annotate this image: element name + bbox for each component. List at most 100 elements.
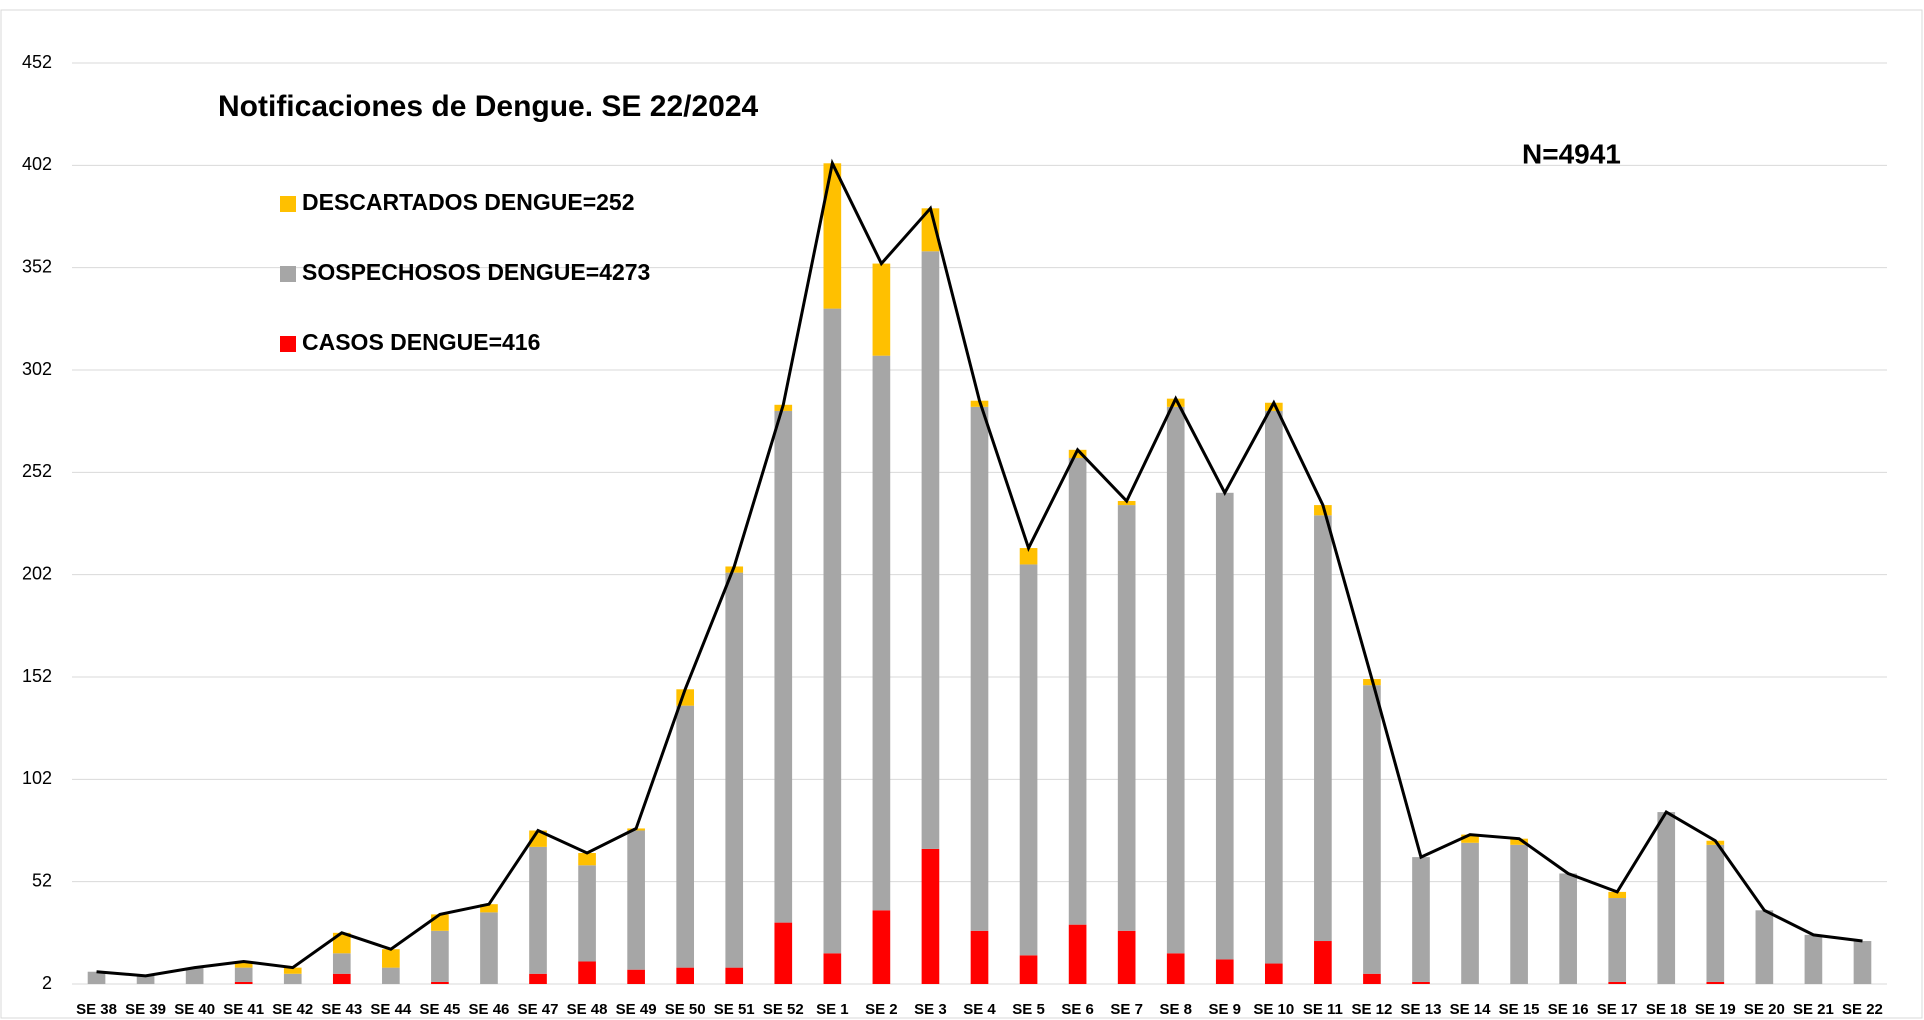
bar-segment — [1264, 402, 1283, 411]
bar-segment — [1363, 685, 1381, 974]
x-tick-label: SE 49 — [616, 1001, 657, 1018]
x-tick-label: SE 48 — [567, 1001, 608, 1018]
bar-segment — [1264, 963, 1283, 984]
x-tick-label: SE 38 — [76, 1001, 117, 1018]
x-tick-label: SE 3 — [914, 1001, 947, 1018]
bar-segment — [234, 967, 253, 982]
bar-segment — [1657, 812, 1676, 984]
x-tick-label: SE 44 — [370, 1001, 412, 1018]
x-tick-label: SE 43 — [321, 1001, 362, 1018]
x-tick-label: SE 40 — [174, 1001, 215, 1018]
legend-swatch — [280, 266, 296, 282]
bar-segment — [872, 355, 891, 911]
bar-segment — [431, 981, 449, 984]
x-tick-label: SE 2 — [865, 1001, 898, 1018]
total-line — [96, 158, 1863, 978]
bar-segment — [1510, 844, 1528, 984]
bar-segment — [283, 973, 302, 984]
bar-segment — [1461, 834, 1479, 843]
bar-segment — [332, 932, 351, 954]
bar-segment — [1264, 410, 1283, 964]
bar-segment — [578, 853, 596, 866]
bar-segment — [1166, 406, 1185, 954]
x-tick-label: SE 46 — [469, 1001, 510, 1018]
legend-label: DESCARTADOS DENGUE=252 — [302, 189, 635, 215]
bar-segment — [1559, 873, 1577, 984]
x-tick-label: SE 47 — [518, 1001, 559, 1018]
bar-segment — [1166, 953, 1185, 984]
x-tick-label: SE 22 — [1842, 1001, 1883, 1018]
bar-segment — [970, 406, 989, 931]
y-tick-label: 352 — [22, 256, 52, 276]
x-tick-label: SE 16 — [1548, 1001, 1589, 1018]
x-tick-label: SE 15 — [1499, 1001, 1540, 1018]
bar-segment — [676, 967, 695, 984]
x-tick-label: SE 20 — [1744, 1001, 1785, 1018]
x-tick-label: SE 10 — [1253, 1001, 1294, 1018]
bar-segment — [774, 922, 793, 984]
bar-segment — [1019, 564, 1038, 956]
x-tick-label: SE 13 — [1401, 1001, 1442, 1018]
x-tick-label: SE 18 — [1646, 1001, 1687, 1018]
bar-segment — [1068, 449, 1087, 459]
y-tick-label: 452 — [22, 52, 52, 72]
annotation: N=4941 — [1522, 138, 1621, 169]
bar-segment — [1068, 924, 1087, 984]
bar-segment — [578, 865, 596, 962]
bar-segment — [1608, 898, 1627, 982]
x-tick-label: SE 50 — [665, 1001, 706, 1018]
bar-segment — [1412, 857, 1430, 982]
bar-segment — [1314, 515, 1332, 942]
bar-segment — [1804, 934, 1823, 984]
x-tick-label: SE 52 — [763, 1001, 804, 1018]
bar-segment — [1117, 930, 1136, 984]
x-tick-label: SE 1 — [816, 1001, 849, 1018]
bar-segment — [480, 912, 498, 984]
x-tick-label: SE 12 — [1351, 1001, 1392, 1018]
x-tick-label: SE 11 — [1303, 1001, 1343, 1018]
y-tick-label: 402 — [22, 154, 52, 174]
bar-segment — [823, 308, 842, 954]
bar-segment — [1608, 891, 1627, 899]
legend-swatch — [280, 196, 296, 212]
x-tick-label: SE 41 — [223, 1001, 264, 1018]
chart-frame — [0, 9, 1923, 1019]
bar-segment — [529, 973, 547, 984]
x-tick-label: SE 9 — [1209, 1001, 1242, 1018]
bar-segment — [1412, 981, 1430, 984]
x-tick-label: SE 39 — [125, 1001, 166, 1018]
bar-segment — [382, 967, 400, 984]
bar-segment — [725, 967, 744, 984]
x-tick-label: SE 8 — [1159, 1001, 1192, 1018]
bar-segment — [480, 904, 498, 913]
bar-segment — [1019, 548, 1038, 565]
bar-segment — [970, 930, 989, 984]
bar-segment — [1314, 941, 1332, 984]
bar-segment — [627, 969, 645, 984]
x-tick-label: SE 6 — [1061, 1001, 1094, 1018]
bar-segment — [921, 848, 940, 984]
bar-segment — [1215, 492, 1234, 960]
bar-segment — [332, 953, 351, 974]
bar-segment — [1510, 838, 1528, 845]
x-tick-label: SE 42 — [272, 1001, 313, 1018]
y-tick-label: 252 — [22, 461, 52, 481]
legend-label: CASOS DENGUE=416 — [302, 329, 540, 355]
bar-segment — [921, 251, 940, 849]
bar-segment — [1706, 844, 1725, 982]
bar-segment — [431, 914, 449, 931]
bar-segment — [1215, 959, 1234, 984]
bar-segment — [578, 961, 596, 984]
y-tick-label: 52 — [32, 870, 52, 890]
bar-segment — [431, 930, 449, 982]
bar-segment — [725, 572, 744, 968]
bar-segment — [1068, 458, 1087, 925]
y-tick-label: 2 — [42, 973, 52, 993]
bar-segment — [234, 981, 253, 984]
bar-segment — [283, 967, 302, 974]
bar-segment — [87, 971, 106, 984]
legend-swatch — [280, 336, 296, 352]
bar-segment — [332, 973, 351, 984]
bar-segment — [136, 975, 155, 984]
